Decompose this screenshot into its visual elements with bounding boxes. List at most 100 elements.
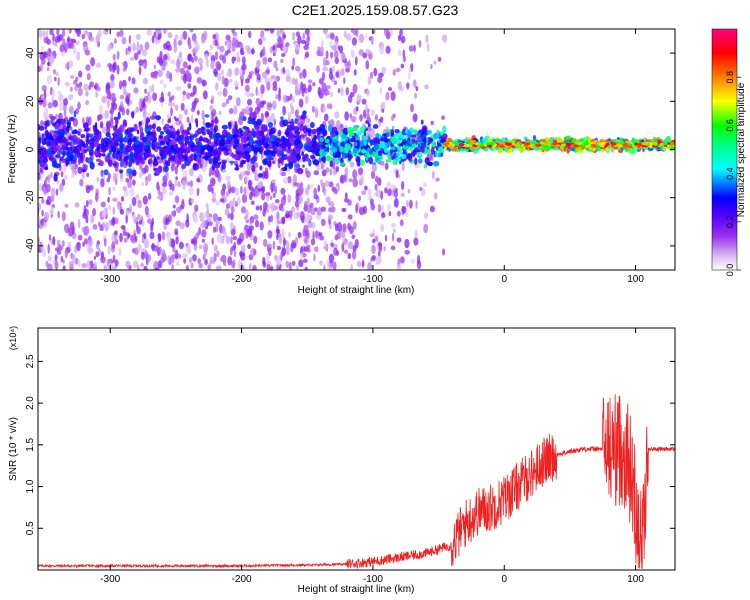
heatmap-cell [44,153,51,158]
heatmap-cell [197,129,203,133]
heatmap-cell [439,131,444,136]
heatmap-cell [38,29,43,38]
heatmap-cell [426,161,433,166]
heatmap-cell [203,242,209,252]
heatmap-cell [69,221,75,229]
heatmap-cell [244,150,250,156]
heatmap-cell [172,204,176,209]
heatmap-cell [47,243,50,254]
heatmap-cell [327,214,334,220]
heatmap-cell [430,120,434,126]
heatmap-cell [137,150,143,158]
heatmap-cell [323,146,329,152]
heatmap-cell [41,95,45,100]
heatmap-cell [194,204,199,212]
heatmap-cell [306,145,310,152]
heatmap-cell [351,234,356,240]
heatmap-cell [214,147,218,153]
heatmap-cell [247,228,253,238]
heatmap-cell [105,120,111,129]
heatmap-cell [56,34,61,43]
heatmap-cell [174,165,178,175]
heatmap-cell [323,187,327,197]
heatmap-cell [93,128,100,136]
heatmap-cell [240,159,246,165]
heatmap-cell [192,147,199,151]
heatmap-cell [333,49,339,60]
heatmap-cell [42,51,48,59]
heatmap-cell [297,231,302,239]
heatmap-cell [634,142,638,146]
heatmap-cell [427,129,432,135]
heatmap-cell [102,153,106,157]
heatmap-cell [349,137,356,143]
heatmap-cell [289,102,293,110]
heatmap-cell [296,196,300,201]
heatmap-cell [244,224,250,231]
heatmap-cell [156,56,161,64]
heatmap-cell [296,265,299,270]
x-tick-label: -200 [232,274,252,285]
heatmap-cell [216,250,220,258]
heatmap-cell [392,69,396,76]
heatmap-cell [50,118,54,125]
heatmap-cell [256,118,262,126]
heatmap-cell [296,153,301,161]
heatmap-cell [59,146,63,152]
bottom-plot-frame [37,327,676,571]
heatmap-cell [158,134,163,139]
heatmap-cell [165,40,171,50]
heatmap-cell [105,132,111,138]
heatmap-cell [46,67,50,72]
heatmap-cell [217,91,223,96]
heatmap-cell [289,212,293,221]
heatmap-cell [331,126,338,132]
heatmap-cell [295,147,301,155]
heatmap-cell [413,237,419,246]
heatmap-cell [302,68,307,79]
heatmap-cell [394,129,400,134]
heatmap-cell [267,122,274,128]
heatmap-cell [150,71,155,78]
heatmap-cell [300,39,307,45]
heatmap-cell [156,181,160,191]
heatmap-cell [361,260,365,268]
heatmap-cell [258,173,263,178]
heatmap-cell [213,140,218,145]
heatmap-cell [62,151,65,159]
heatmap-cell [281,167,288,172]
heatmap-cell [207,221,213,226]
heatmap-cell [230,236,233,244]
heatmap-cell [525,142,531,146]
heatmap-cell [65,41,69,50]
heatmap-cell [339,45,344,54]
heatmap-cell [126,108,130,116]
heatmap-cell [159,141,166,146]
heatmap-cell [278,139,283,143]
heatmap-cell [306,197,310,205]
heatmap-cell [153,64,156,69]
heatmap-cell [100,177,105,188]
heatmap-cell [95,242,100,250]
heatmap-cell [315,108,319,119]
heatmap-cell [418,40,422,48]
heatmap-cell [131,214,137,221]
heatmap-cell [322,29,328,35]
heatmap-cell [99,121,104,129]
heatmap-cell [217,173,222,183]
heatmap-cell [74,85,79,92]
heatmap-cell [310,121,315,129]
heatmap-cell [252,155,258,162]
heatmap-cell [322,155,327,164]
heatmap-cell [299,72,303,80]
heatmap-cell [359,114,363,122]
heatmap-cell [116,64,120,75]
heatmap-cell [306,244,311,249]
heatmap-cell [279,151,284,156]
heatmap-cell [90,214,95,224]
heatmap-cell [207,52,213,57]
heatmap-cell [127,138,132,146]
heatmap-cell [317,184,321,192]
heatmap-cell [58,93,64,102]
heatmap-cell [160,91,164,102]
